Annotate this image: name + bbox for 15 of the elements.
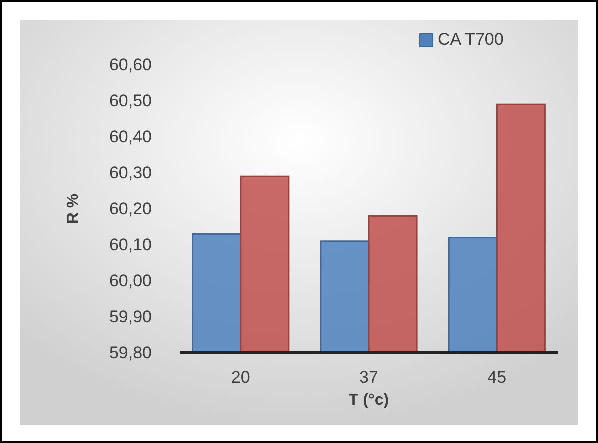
x-axis-title: T (°c) — [348, 392, 390, 409]
y-tick-label: 60,30 — [109, 163, 152, 182]
y-tick-label: 59,80 — [109, 343, 152, 362]
y-axis-title: R % — [65, 194, 82, 224]
y-tick-label: 60,40 — [109, 127, 152, 146]
x-tick-label: 20 — [231, 368, 250, 388]
y-tick-label: 59,90 — [109, 307, 152, 326]
x-tick-label: 37 — [360, 368, 378, 388]
y-tick-label: 60,20 — [109, 199, 152, 218]
legend-label: CA T700 — [438, 30, 504, 49]
y-tick-label: 60,50 — [109, 91, 152, 110]
y-tick-label: 60,60 — [109, 55, 152, 74]
y-tick-label: 60,10 — [109, 235, 152, 254]
y-tick-label: 60,00 — [109, 271, 152, 290]
x-tick-label: 45 — [488, 368, 507, 388]
